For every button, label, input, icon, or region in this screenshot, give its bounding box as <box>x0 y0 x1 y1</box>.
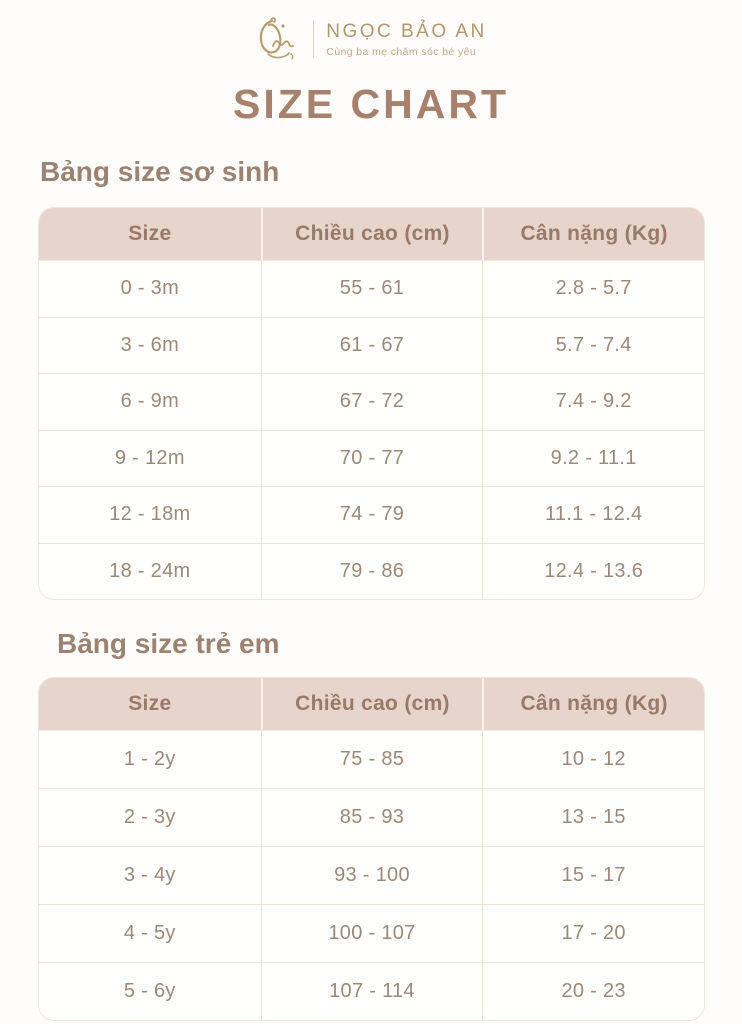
section-heading-kids: Bảng size trẻ em <box>57 628 280 659</box>
column-header: Cân nặng (Kg) <box>482 678 704 730</box>
table-cell: 12 - 18m <box>109 503 191 526</box>
table-cell: 17 - 20 <box>482 905 704 962</box>
table-row: 9 - 12m 70 - 77 9.2 - 11.1 <box>39 429 704 486</box>
table-cell: 2 - 3y <box>123 806 176 828</box>
table-cell: 15 - 17 <box>482 847 704 904</box>
table-row: 3 - 6m 61 - 67 5.7 - 7.4 <box>39 316 704 373</box>
table-cell: 18 - 24m <box>109 559 191 582</box>
table-cell: 93 - 100 <box>260 847 483 904</box>
table-row: 1 - 2y 75 - 85 10 - 12 <box>39 730 704 788</box>
column-header: Size <box>128 222 172 245</box>
column-header: Chiều cao (cm) <box>260 678 483 730</box>
brand-divider <box>313 20 315 58</box>
brand-tagline: Cùng ba mẹ chăm sóc bé yêu <box>326 45 477 58</box>
table-cell: 3 - 6m <box>120 333 180 356</box>
table-cell: 5 - 6y <box>123 980 176 1002</box>
table-cell: 79 - 86 <box>260 543 483 599</box>
column-header: Cân nặng (Kg) <box>482 208 704 260</box>
table-cell: 0 - 3m <box>120 277 180 300</box>
table-cell: 67 - 72 <box>260 374 483 430</box>
table-body: 0 - 3m 55 - 61 2.8 - 5.7 3 - 6m 61 - 67 5.7 -… <box>39 260 704 599</box>
brand-lockup: NGỌC BẢO AN Cùng ba mẹ chăm sóc bé yêu <box>255 14 487 64</box>
table-cell: 9.2 - 11.1 <box>482 430 704 486</box>
table-cell: 11.1 - 12.4 <box>482 487 704 543</box>
table-cell: 13 - 15 <box>482 789 704 846</box>
page-title: SIZE CHART <box>233 81 509 127</box>
table-cell: 4 - 5y <box>123 922 176 944</box>
table-row: 12 - 18m 74 - 79 11.1 - 12.4 <box>39 486 704 543</box>
table-row: 5 - 6y 107 - 114 20 - 23 <box>39 962 704 1020</box>
newborn-size-table: Size Chiều cao (cm) Cân nặng (Kg) 0 - 3m 55… <box>38 207 705 600</box>
table-cell: 3 - 4y <box>123 864 176 886</box>
table-cell: 75 - 85 <box>260 731 483 788</box>
brand-header: NGỌC BẢO AN Cùng ba mẹ chăm sóc bé yêu <box>0 0 742 64</box>
table-header-row: Size Chiều cao (cm) Cân nặng (Kg) <box>39 208 704 260</box>
table-cell: 7.4 - 9.2 <box>482 374 704 430</box>
kids-size-table: Size Chiều cao (cm) Cân nặng (Kg) 1 - 2y 75… <box>38 677 705 1021</box>
brand-text: NGỌC BẢO AN Cùng ba mẹ chăm sóc bé yêu <box>326 20 487 58</box>
table-cell: 5.7 - 7.4 <box>482 317 704 373</box>
table-cell: 55 - 61 <box>260 261 483 317</box>
table-cell: 74 - 79 <box>260 487 483 543</box>
column-header: Size <box>128 692 172 715</box>
table-cell: 2.8 - 5.7 <box>482 261 704 317</box>
section-kids-sizes: Bảng size trẻ em Size Chiều cao (cm) Cân n… <box>0 624 742 1021</box>
table-cell: 85 - 93 <box>260 789 483 846</box>
table-cell: 9 - 12m <box>114 446 185 469</box>
table-cell: 6 - 9m <box>120 390 180 413</box>
table-row: 18 - 24m 79 - 86 12.4 - 13.6 <box>39 542 704 599</box>
table-header-row: Size Chiều cao (cm) Cân nặng (Kg) <box>39 678 704 730</box>
table-cell: 1 - 2y <box>123 748 176 770</box>
table-row: 6 - 9m 67 - 72 7.4 - 9.2 <box>39 373 704 430</box>
table-row: 4 - 5y 100 - 107 17 - 20 <box>39 904 704 962</box>
table-row: 0 - 3m 55 - 61 2.8 - 5.7 <box>39 260 704 317</box>
section-newborn-sizes: Bảng size sơ sinh Size Chiều cao (cm) Cân … <box>0 152 742 600</box>
brand-name: NGỌC BẢO AN <box>326 21 487 43</box>
table-cell: 61 - 67 <box>260 317 483 373</box>
table-body: 1 - 2y 75 - 85 10 - 12 2 - 3y 85 - 93 13 - 15… <box>39 730 704 1020</box>
table-cell: 70 - 77 <box>260 430 483 486</box>
table-cell: 107 - 114 <box>260 963 483 1020</box>
table-row: 3 - 4y 93 - 100 15 - 17 <box>39 846 704 904</box>
table-cell: 20 - 23 <box>482 963 704 1020</box>
table-row: 2 - 3y 85 - 93 13 - 15 <box>39 788 704 846</box>
brand-monogram-icon <box>255 14 301 64</box>
section-heading-newborn: Bảng size sơ sinh <box>40 156 280 187</box>
table-cell: 100 - 107 <box>260 905 483 962</box>
table-cell: 10 - 12 <box>482 731 704 788</box>
column-header: Chiều cao (cm) <box>260 208 483 260</box>
table-cell: 12.4 - 13.6 <box>482 543 704 599</box>
